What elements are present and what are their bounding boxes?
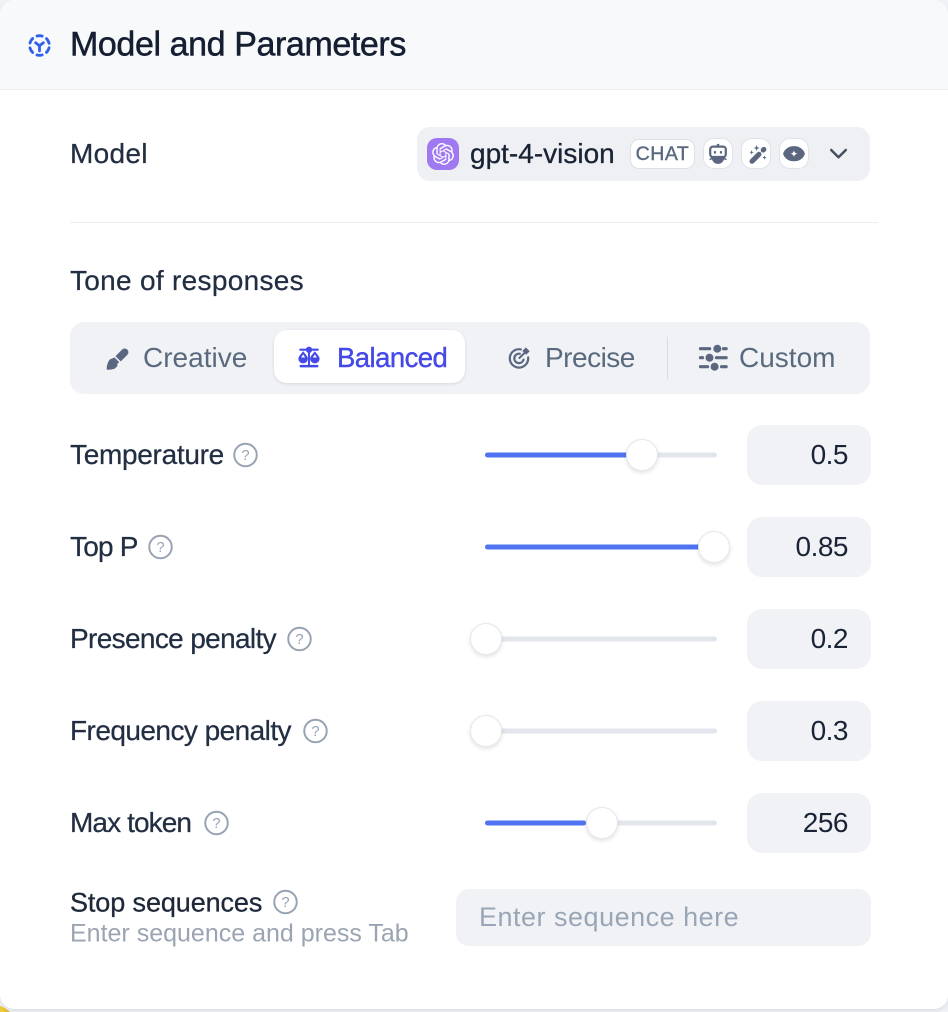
svg-text:?: ? bbox=[295, 632, 303, 648]
svg-text:?: ? bbox=[311, 724, 319, 740]
svg-text:?: ? bbox=[281, 895, 289, 911]
svg-text:?: ? bbox=[212, 816, 220, 832]
svg-text:?: ? bbox=[156, 540, 164, 556]
svg-text:?: ? bbox=[241, 448, 249, 464]
